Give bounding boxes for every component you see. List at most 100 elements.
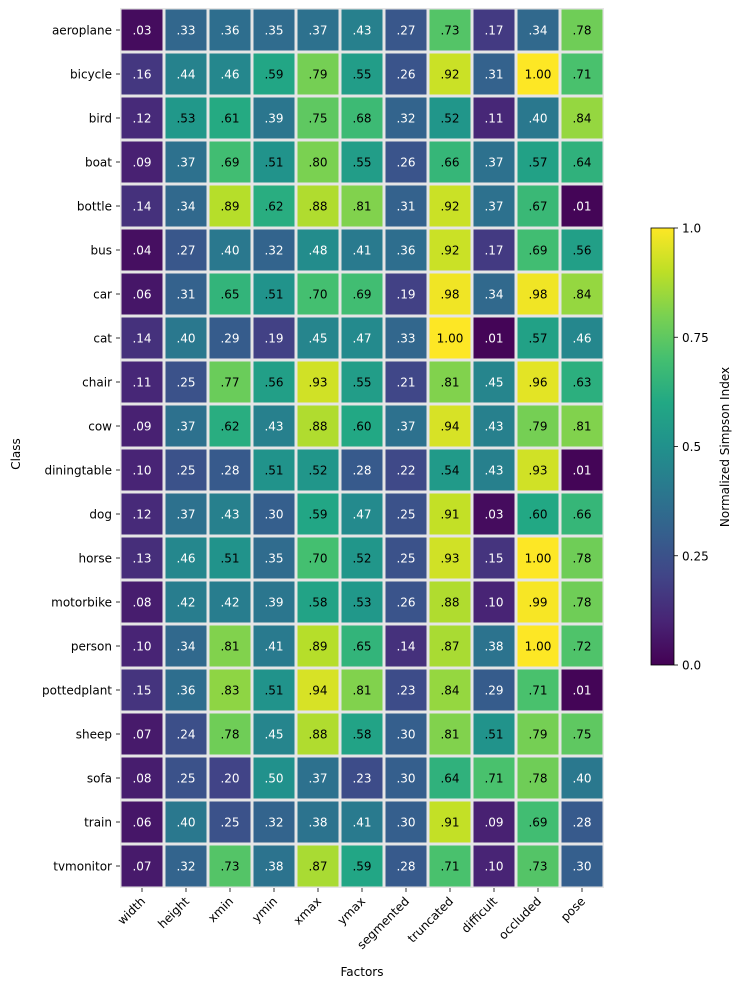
cell-value-label: .07 — [132, 860, 151, 874]
heatmap-cell — [253, 405, 295, 447]
heatmap-cell — [165, 537, 207, 579]
cell-value-label: .69 — [528, 244, 547, 258]
heatmap-cell — [165, 669, 207, 711]
cell-value-label: .38 — [308, 816, 327, 830]
heatmap-cell — [561, 229, 603, 271]
heatmap-cell — [297, 669, 339, 711]
row-tick-label: sheep — [76, 728, 112, 742]
heatmap-cell — [429, 97, 471, 139]
cell-value-label: .60 — [528, 508, 547, 522]
heatmap-cell — [517, 185, 559, 227]
cell-value-label: .09 — [484, 816, 503, 830]
heatmap-cell — [429, 273, 471, 315]
cell-value-label: .06 — [132, 816, 151, 830]
heatmap-cell — [517, 97, 559, 139]
cell-value-label: 1.00 — [437, 332, 464, 346]
heatmap-cell — [473, 9, 515, 51]
heatmap-cell — [253, 317, 295, 359]
heatmap-cell — [517, 405, 559, 447]
heatmap-cell — [429, 317, 471, 359]
heatmap-cells: .03 .33 .36 .35 .37 .43 .27 .73 .17 .34 .78 .16 .44.… — [120, 8, 604, 888]
heatmap-cell — [253, 97, 295, 139]
cell-value-label: .08 — [132, 772, 151, 786]
cell-value-label: .11 — [484, 112, 503, 126]
row-tick-label: dog — [89, 508, 112, 522]
cell-value-label: .37 — [176, 508, 195, 522]
heatmap-cell — [253, 757, 295, 799]
cell-value-label: .94 — [308, 684, 327, 698]
heatmap-cell — [209, 405, 251, 447]
heatmap-cell — [341, 713, 383, 755]
cell-value-label: .35 — [264, 24, 283, 38]
heatmap-cell — [341, 185, 383, 227]
heatmap-cell — [561, 317, 603, 359]
cell-value-label: .66 — [572, 508, 591, 522]
heatmap-cell — [517, 317, 559, 359]
cell-value-label: .10 — [484, 596, 503, 610]
row-tick-label: bicycle — [70, 68, 112, 82]
cell-value-label: .32 — [396, 112, 415, 126]
cell-value-label: .22 — [396, 464, 415, 478]
colorbar: 0.0 0.25 0.5 0.75 1.0 — [650, 222, 709, 673]
cell-value-label: .71 — [572, 68, 591, 82]
cell-value-label: .41 — [352, 244, 371, 258]
cell-value-label: .32 — [264, 244, 283, 258]
heatmap-cell — [165, 405, 207, 447]
cell-value-label: .33 — [176, 24, 195, 38]
cell-value-label: .62 — [264, 200, 283, 214]
cell-value-label: .01 — [484, 332, 503, 346]
colorbar-tick-label: 0.25 — [682, 549, 709, 563]
heatmap-cell — [561, 361, 603, 403]
cell-value-label: .31 — [176, 288, 195, 302]
cell-value-label: .72 — [572, 640, 591, 654]
cell-value-label: .45 — [264, 728, 283, 742]
heatmap-cell — [209, 361, 251, 403]
cell-value-label: .43 — [484, 464, 503, 478]
row-tick-label: bird — [89, 112, 112, 126]
cell-value-label: .01 — [572, 200, 591, 214]
heatmap-cell — [429, 185, 471, 227]
heatmap-cell — [121, 229, 163, 271]
cell-value-label: .29 — [220, 332, 239, 346]
heatmap-cell — [473, 317, 515, 359]
colorbar-title: Normalized Simpson Index — [718, 367, 732, 527]
cell-value-label: .94 — [440, 420, 459, 434]
cell-value-label: .25 — [176, 772, 195, 786]
cell-value-label: .62 — [220, 420, 239, 434]
heatmap-cell — [341, 581, 383, 623]
cell-value-label: .55 — [352, 376, 371, 390]
cell-value-label: .56 — [264, 376, 283, 390]
cell-value-label: .30 — [396, 772, 415, 786]
cell-value-label: .81 — [572, 420, 591, 434]
cell-value-label: .57 — [528, 332, 547, 346]
cell-value-label: .01 — [572, 464, 591, 478]
heatmap-cell — [561, 801, 603, 843]
cell-value-label: .03 — [484, 508, 503, 522]
heatmap-cell — [561, 53, 603, 95]
cell-value-label: .71 — [528, 684, 547, 698]
cell-value-label: .93 — [528, 464, 547, 478]
cell-value-label: .23 — [352, 772, 371, 786]
cell-value-label: .21 — [396, 376, 415, 390]
heatmap-cell — [341, 625, 383, 667]
heatmap-cell — [341, 845, 383, 887]
column-tick-label: height — [155, 894, 192, 931]
cell-value-label: .11 — [132, 376, 151, 390]
heatmap-cell — [385, 713, 427, 755]
cell-value-label: .37 — [484, 156, 503, 170]
heatmap-cell — [385, 449, 427, 491]
colorbar-tick-label: 0.75 — [682, 331, 709, 345]
heatmap-cell — [297, 493, 339, 535]
cell-value-label: .10 — [132, 464, 151, 478]
heatmap-cell — [385, 669, 427, 711]
heatmap-cell — [385, 537, 427, 579]
heatmap-cell — [341, 801, 383, 843]
heatmap-cell — [385, 97, 427, 139]
heatmap-cell — [429, 669, 471, 711]
cell-value-label: .40 — [220, 244, 239, 258]
cell-value-label: .88 — [440, 596, 459, 610]
heatmap-cell — [517, 757, 559, 799]
cell-value-label: .91 — [440, 816, 459, 830]
heatmap-cell — [253, 581, 295, 623]
heatmap-cell — [429, 361, 471, 403]
